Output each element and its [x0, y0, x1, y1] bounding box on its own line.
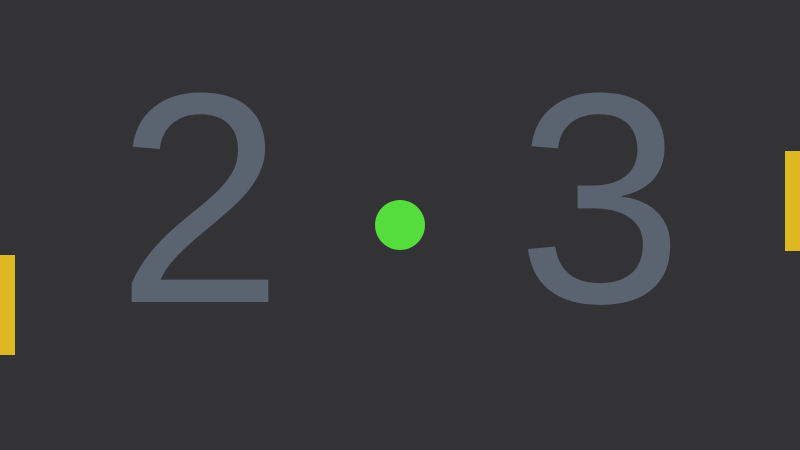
right-player-score: 3 — [516, 30, 684, 366]
right-paddle[interactable] — [785, 151, 800, 251]
left-paddle[interactable] — [0, 255, 15, 355]
left-player-score: 2 — [116, 30, 284, 366]
ball — [375, 200, 425, 250]
